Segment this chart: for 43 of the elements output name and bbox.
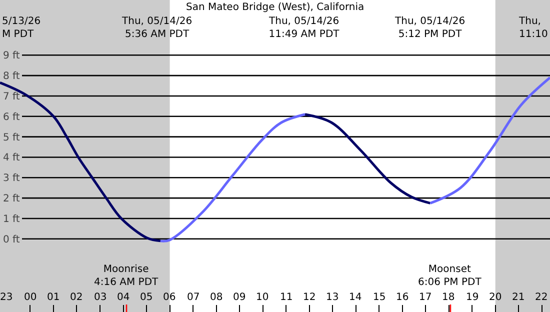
x-tick-label: 16 xyxy=(396,292,409,303)
annotation: Moonrise 4:16 AM PDT xyxy=(94,264,160,288)
x-tick-label: 22 xyxy=(535,292,548,303)
x-tick-label: 01 xyxy=(47,292,60,303)
x-tick-label: 13 xyxy=(326,292,339,303)
x-tick-label: 06 xyxy=(163,292,176,303)
chart-title: San Mateo Bridge (West), California xyxy=(186,2,364,13)
x-tick-label: 12 xyxy=(303,292,316,303)
annotation: Thu, 05/14/26 11:49 AM PDT xyxy=(268,16,340,40)
x-tick-label: 00 xyxy=(24,292,37,303)
annotation: 5/13/26 M PDT xyxy=(2,16,41,40)
x-tick-label: 09 xyxy=(233,292,246,303)
y-tick-label: 5 ft xyxy=(3,132,20,144)
x-tick-label: 08 xyxy=(210,292,223,303)
annotation: Moonset 6:06 PM PDT xyxy=(418,264,482,288)
y-tick-label: 6 ft xyxy=(3,112,20,123)
x-tick-label: 17 xyxy=(419,292,432,303)
y-tick-label: 0 ft xyxy=(3,234,20,246)
annotation: Thu, 05/14/26 5:12 PM PDT xyxy=(394,16,466,40)
x-tick-label: 21 xyxy=(512,292,525,303)
x-tick-label: 20 xyxy=(489,292,502,303)
annotation: Thu, 05/14/26 5:36 AM PDT xyxy=(121,16,192,40)
x-tick-label: 23 xyxy=(0,292,13,303)
x-tick-label: 07 xyxy=(187,292,200,303)
y-tick-label: 1 ft xyxy=(3,214,20,225)
x-tick-label: 18 xyxy=(442,292,455,303)
y-tick-label: 4 ft xyxy=(3,152,20,164)
y-tick-label: 2 ft xyxy=(3,194,20,205)
x-tick-label: 10 xyxy=(256,292,269,303)
x-tick-label: 05 xyxy=(140,292,153,303)
y-tick-label: 3 ft xyxy=(3,173,20,184)
x-tick-label: 14 xyxy=(349,292,362,303)
y-tick-label: 7 ft xyxy=(3,91,20,102)
x-tick-label: 19 xyxy=(466,292,479,303)
x-tick-label: 15 xyxy=(373,292,386,303)
line-series xyxy=(428,76,550,204)
y-tick-label: 9 ft xyxy=(3,50,20,62)
y-tick-label: 8 ft xyxy=(3,71,20,82)
x-tick-label: 11 xyxy=(280,292,293,303)
x-tick-label: 04 xyxy=(117,292,130,303)
annotation: Thu, 11:10 xyxy=(518,16,548,40)
x-tick-label: 02 xyxy=(70,292,83,303)
x-tick-label: 03 xyxy=(94,292,107,303)
